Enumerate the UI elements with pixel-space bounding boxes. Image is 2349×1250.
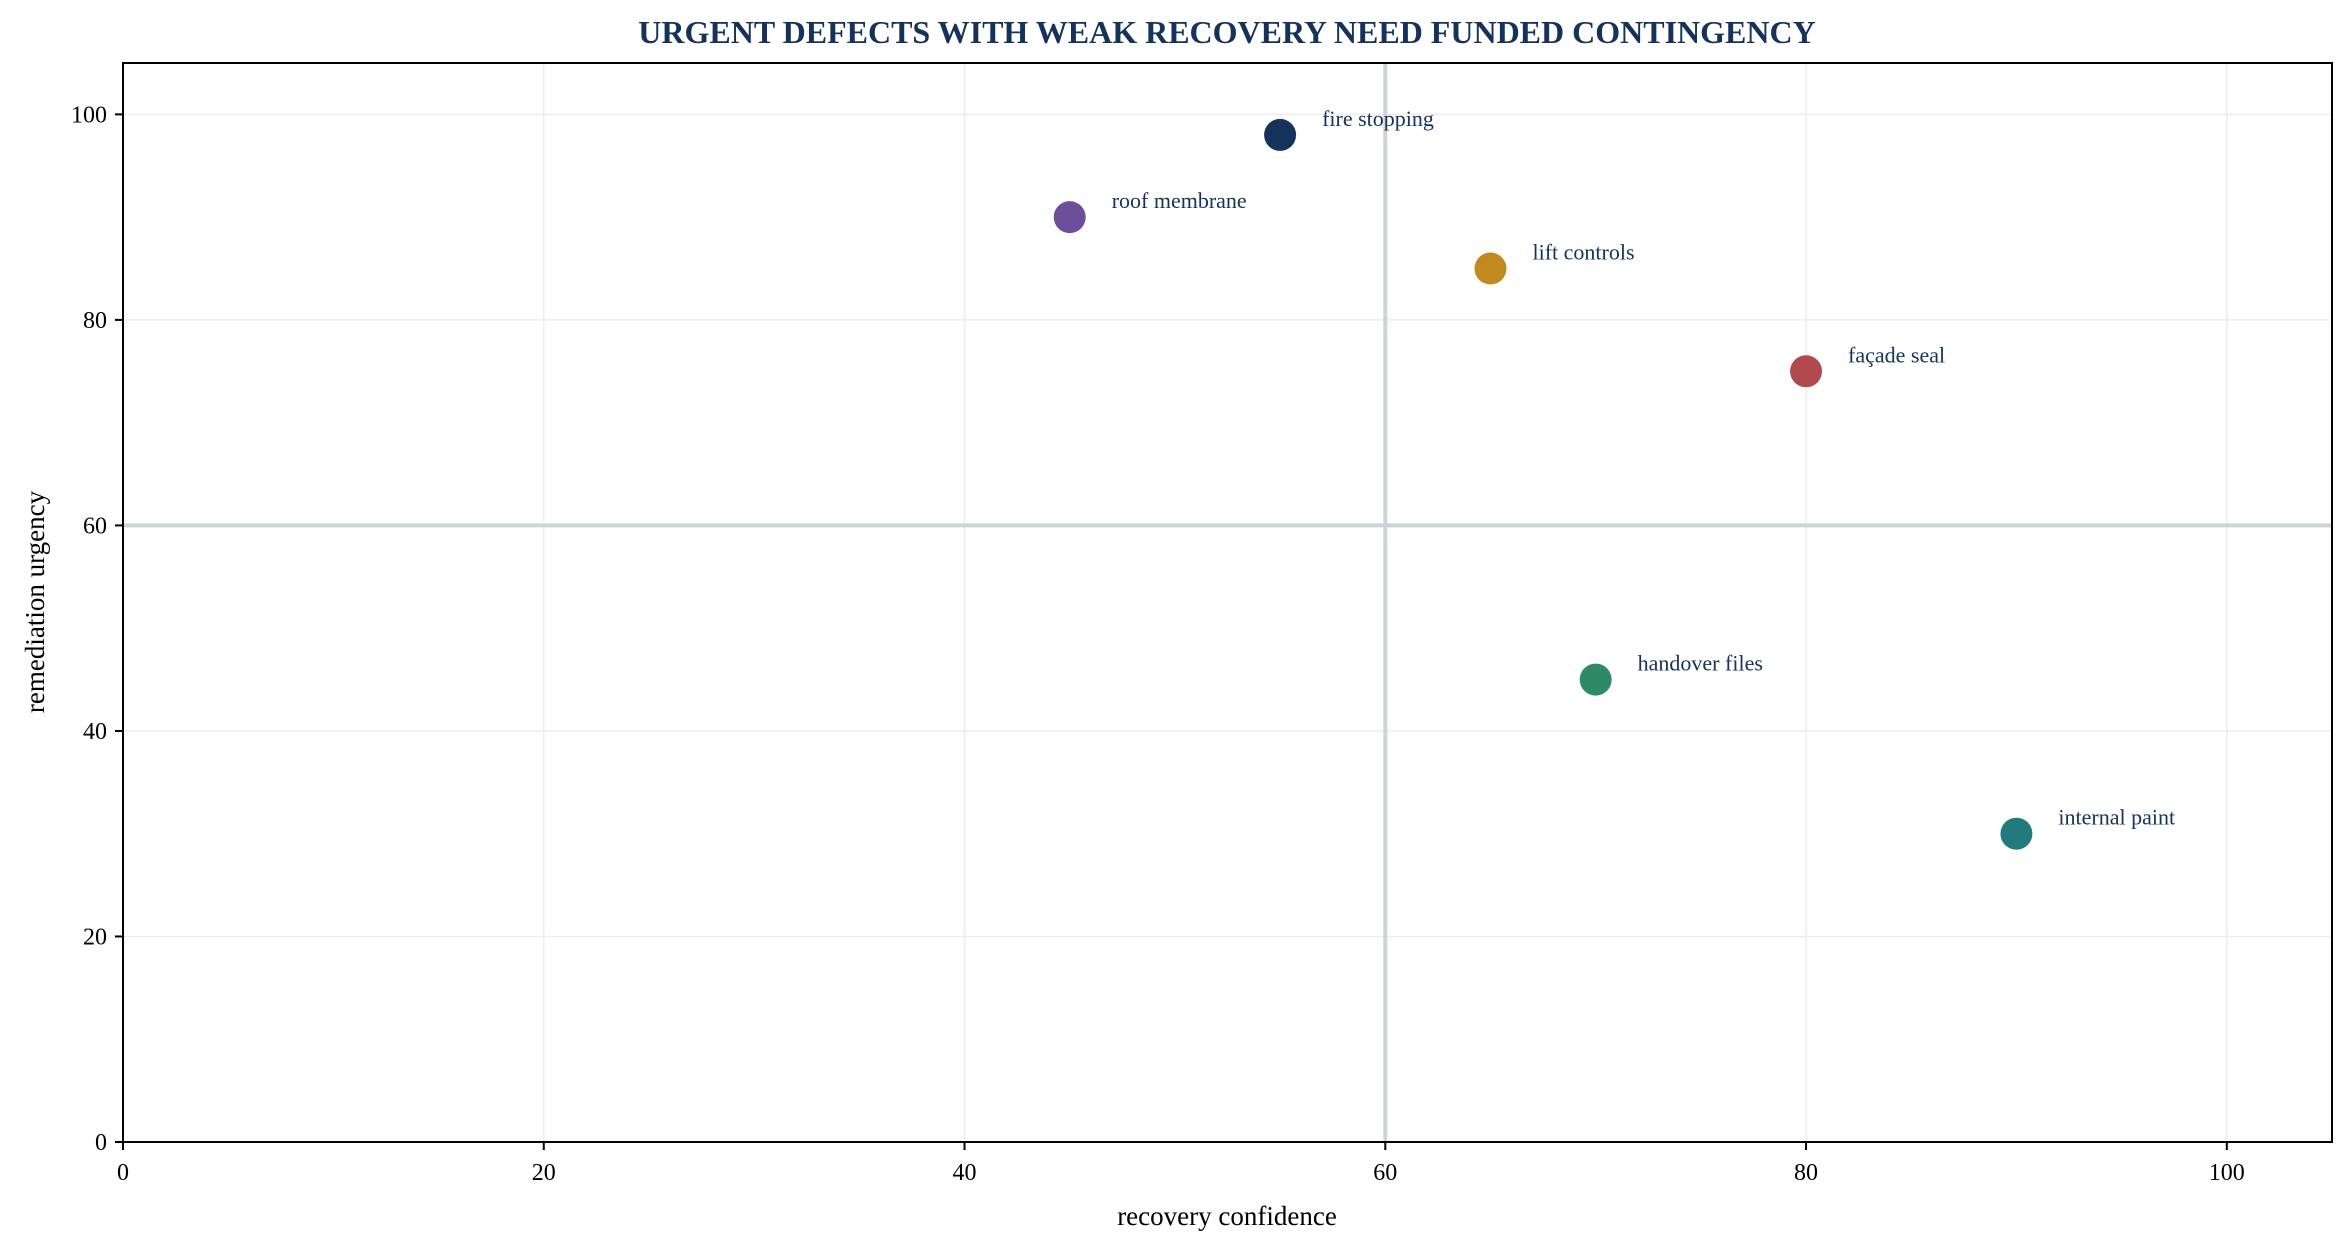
plot-frame (122, 62, 2333, 1143)
y-tick-label: 0 (95, 1130, 107, 1156)
x-tick-label: 20 (532, 1160, 556, 1186)
y-tick-label: 20 (83, 924, 107, 950)
data-point (1474, 252, 1507, 285)
data-label: lift controls (1532, 240, 1634, 265)
x-tick-label: 100 (2209, 1160, 2245, 1186)
data-label: façade seal (1848, 342, 1945, 367)
y-axis-label: remediation urgency (20, 490, 50, 713)
data-label: handover files (1638, 651, 1763, 676)
x-tick-label: 0 (117, 1160, 129, 1186)
data-label: fire stopping (1322, 106, 1434, 131)
axis-ticks: 0 20 40 60 80 100 0 20 40 60 80 100 (71, 102, 2245, 1186)
data-points (1053, 118, 2033, 850)
x-tick-label: 80 (1794, 1160, 1818, 1186)
x-tick-label: 40 (953, 1160, 977, 1186)
data-point (1790, 355, 1823, 388)
data-point (2000, 817, 2033, 850)
data-point (1053, 201, 1086, 234)
chart-title: URGENT DEFECTS WITH WEAK RECOVERY NEED F… (638, 14, 1815, 50)
data-label: internal paint (2058, 805, 2175, 830)
y-tick-label: 60 (83, 513, 107, 539)
y-tick-label: 80 (83, 308, 107, 334)
grid-layer (123, 63, 2332, 1142)
x-axis-label: recovery confidence (1117, 1201, 1337, 1231)
data-point (1579, 663, 1612, 696)
data-point (1264, 118, 1297, 151)
x-tick-label: 60 (1373, 1160, 1397, 1186)
y-tick-label: 100 (71, 102, 107, 128)
data-label: roof membrane (1112, 188, 1247, 213)
reference-lines (123, 63, 2332, 1142)
data-labels: fire stopping roof membrane lift controls f… (1112, 106, 2175, 830)
y-tick-label: 40 (83, 719, 107, 745)
